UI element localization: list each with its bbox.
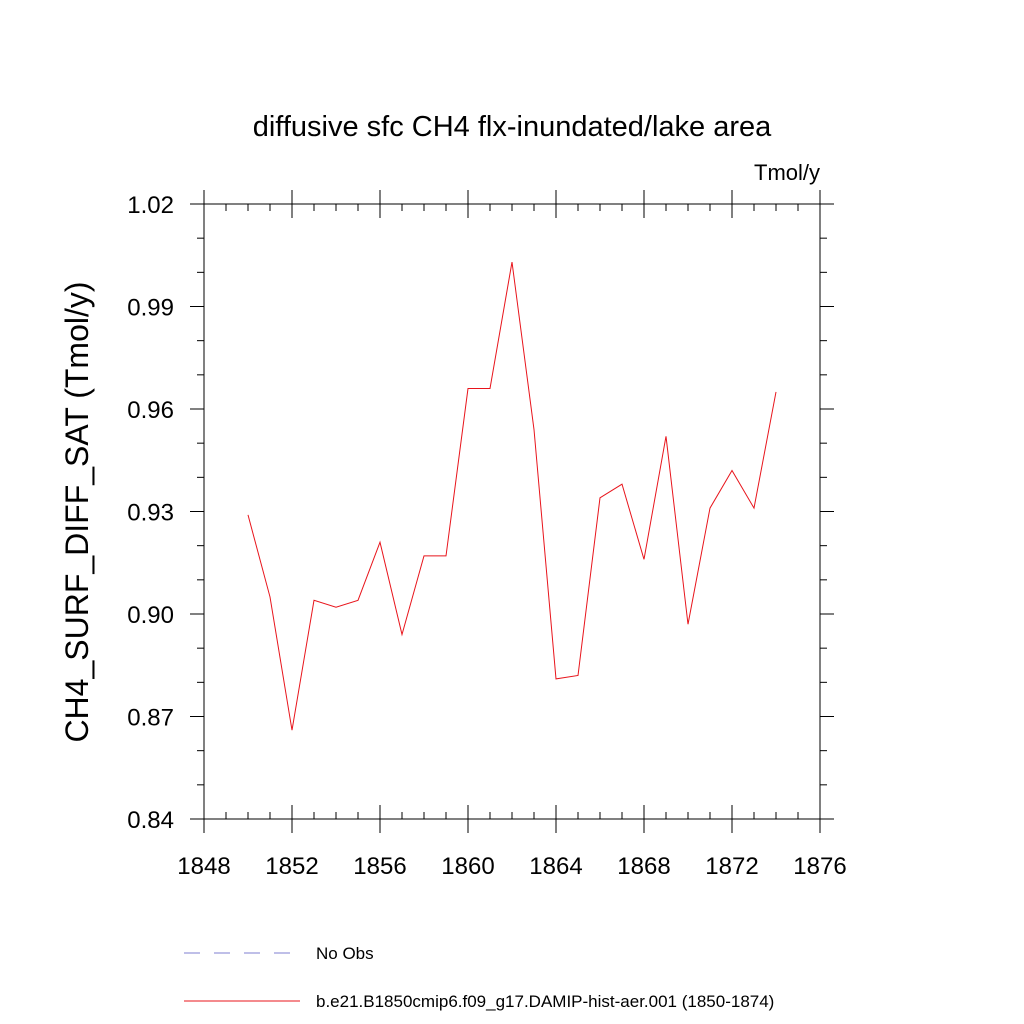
tick-labels: 1848 1852 1856 1860 1864 1868 1872 1876 0.84 0.87… bbox=[127, 192, 846, 880]
chart-title: diffusive sfc CH4 flx-inundated/lake are… bbox=[253, 111, 772, 143]
axis-ticks bbox=[190, 190, 834, 833]
y-tick-label: 1.02 bbox=[127, 192, 174, 219]
x-tick-label: 1876 bbox=[793, 853, 846, 880]
series-line bbox=[247, 261, 777, 731]
x-tick-label: 1864 bbox=[529, 853, 582, 880]
legend-label-no-obs: No Obs bbox=[316, 944, 374, 963]
units-label: Tmol/y bbox=[754, 160, 820, 185]
legend: No Obs b.e21.B1850cmip6.f09_g17.DAMIP-hi… bbox=[184, 944, 774, 1011]
y-tick-label: 0.99 bbox=[127, 295, 174, 322]
x-tick-label: 1856 bbox=[353, 853, 406, 880]
y-axis-label: CH4_SURF_DIFF_SAT (Tmol/y) bbox=[59, 281, 95, 742]
x-tick-label: 1860 bbox=[441, 853, 494, 880]
y-tick-label: 0.87 bbox=[127, 705, 174, 732]
x-tick-label: 1852 bbox=[265, 853, 318, 880]
plot-frame bbox=[203, 203, 821, 820]
legend-label-model-run: b.e21.B1850cmip6.f09_g17.DAMIP-hist-aer.… bbox=[316, 992, 774, 1011]
y-tick-label: 0.93 bbox=[127, 500, 174, 527]
y-tick-label: 0.96 bbox=[127, 397, 174, 424]
y-tick-label: 0.90 bbox=[127, 602, 174, 629]
series-layer bbox=[247, 261, 777, 731]
x-tick-label: 1868 bbox=[617, 853, 670, 880]
x-tick-label: 1872 bbox=[705, 853, 758, 880]
y-tick-label: 0.84 bbox=[127, 807, 174, 834]
x-tick-label: 1848 bbox=[177, 853, 230, 880]
